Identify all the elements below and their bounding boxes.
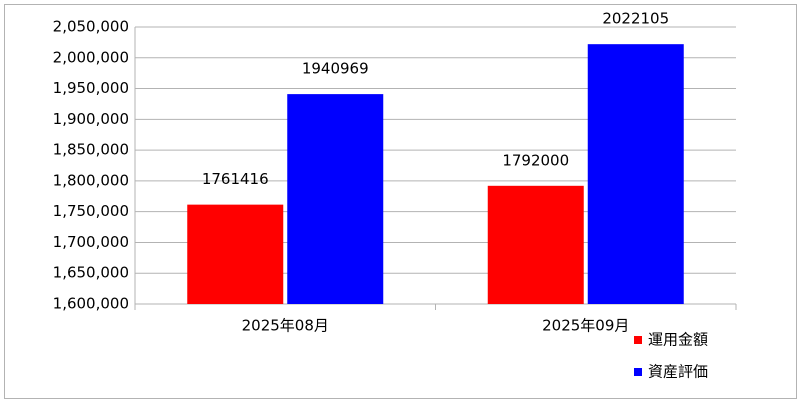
- x-tick-label: 2025年09月: [542, 317, 629, 335]
- y-tick-label: 1,850,000: [53, 141, 129, 159]
- data-label: 2022105: [602, 10, 669, 28]
- y-tick-label: 1,900,000: [53, 110, 129, 128]
- y-tick-label: 1,600,000: [53, 295, 129, 313]
- legend-label: 運用金額: [648, 331, 708, 349]
- legend-swatch: [634, 336, 642, 344]
- data-label: 1792000: [502, 151, 569, 169]
- data-label: 1940969: [302, 60, 369, 78]
- data-label: 1761416: [202, 170, 269, 188]
- legend-swatch: [634, 368, 642, 376]
- legend-label: 資産評価: [648, 363, 708, 381]
- y-tick-label: 2,050,000: [53, 18, 129, 36]
- bar: [487, 185, 584, 304]
- bar: [587, 44, 684, 304]
- y-tick-label: 1,800,000: [53, 171, 129, 189]
- y-tick-label: 1,650,000: [53, 264, 129, 282]
- x-tick-label: 2025年08月: [242, 317, 329, 335]
- bar: [187, 204, 284, 304]
- bar: [287, 94, 384, 304]
- y-tick-label: 1,950,000: [53, 79, 129, 97]
- y-tick-label: 1,750,000: [53, 202, 129, 220]
- y-tick-label: 1,700,000: [53, 233, 129, 251]
- y-tick-label: 2,000,000: [53, 48, 129, 66]
